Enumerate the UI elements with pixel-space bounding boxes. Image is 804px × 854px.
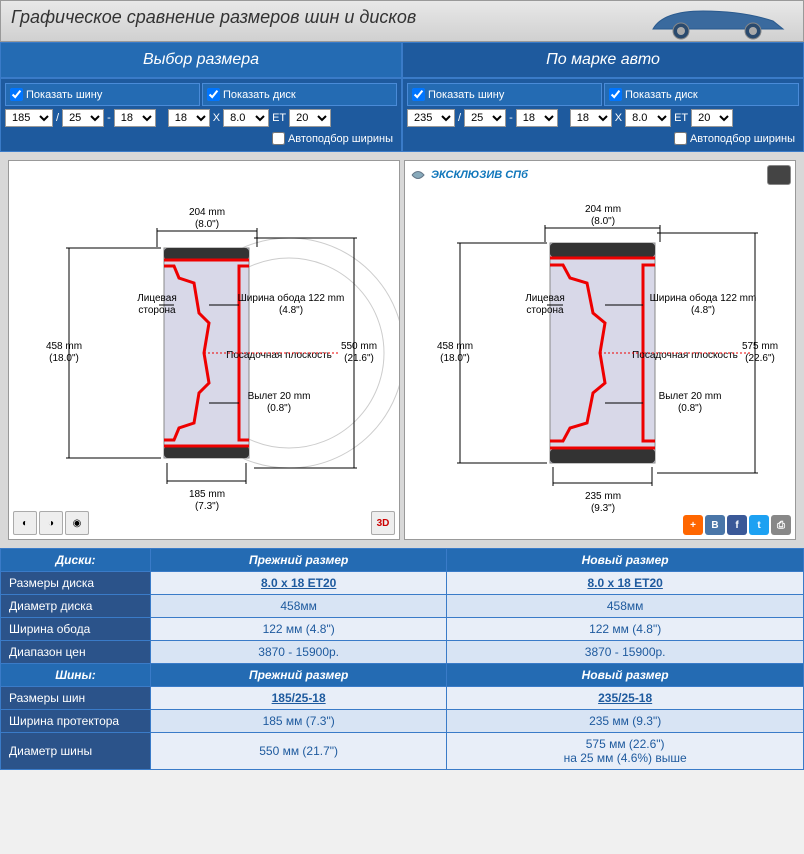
control-right: Показать шину Показать диск 235 / 25 - 1…	[402, 78, 804, 152]
tire-diagram-left: 204 mm (8.0") 458 mm (18.0") 550 mm (21.…	[9, 183, 399, 523]
sponsor-icon	[409, 166, 427, 184]
sel-disk1-left[interactable]: 18	[168, 109, 210, 127]
tabs: Выбор размера По марке авто	[0, 42, 804, 78]
fb-icon[interactable]: f	[727, 515, 747, 535]
sel-disk3-left[interactable]: 20	[289, 109, 331, 127]
svg-text:(18.0"): (18.0")	[440, 353, 470, 364]
tw-icon[interactable]: t	[749, 515, 769, 535]
svg-text:сторона: сторона	[138, 305, 176, 316]
svg-text:(4.8"): (4.8")	[691, 305, 715, 316]
svg-text:Посадочная плоскость: Посадочная плоскость	[632, 350, 738, 361]
tire-diagram-right: 204 mm (8.0") 458 mm (18.0") 575 mm (22.…	[405, 183, 795, 523]
view-icon-2[interactable]: ◑	[39, 511, 63, 535]
sel-disk3-right[interactable]: 20	[691, 109, 733, 127]
svg-text:(8.0"): (8.0")	[195, 219, 219, 230]
svg-text:185 mm: 185 mm	[189, 489, 225, 500]
tab-by-size[interactable]: Выбор размера	[0, 42, 402, 78]
auto-width-left[interactable]: Автоподбор ширины	[5, 130, 397, 147]
svg-text:(4.8"): (4.8")	[279, 305, 303, 316]
svg-text:(0.8"): (0.8")	[678, 403, 702, 414]
svg-text:(0.8"): (0.8")	[267, 403, 291, 414]
show-tire-right[interactable]: Показать шину	[412, 88, 597, 101]
show-disk-left[interactable]: Показать диск	[207, 88, 392, 101]
share-icon[interactable]: +	[683, 515, 703, 535]
svg-text:(22.6"): (22.6")	[745, 353, 775, 364]
sel-tire3-right[interactable]: 18	[516, 109, 558, 127]
print-icon[interactable]: ⎙	[771, 515, 791, 535]
sel-tire3-left[interactable]: 18	[114, 109, 156, 127]
svg-text:204 mm: 204 mm	[189, 207, 225, 218]
svg-text:Посадочная плоскость: Посадочная плоскость	[226, 350, 332, 361]
sponsor[interactable]: ЭКСКЛЮЗИВ СПб	[409, 166, 528, 184]
car-icon	[633, 3, 793, 41]
svg-text:458 mm: 458 mm	[46, 341, 82, 352]
control-left: Показать шину Показать диск 185 / 25 - 1…	[0, 78, 402, 152]
app-container: Графическое сравнение размеров шин и дис…	[0, 0, 804, 770]
controls: Показать шину Показать диск 185 / 25 - 1…	[0, 78, 804, 152]
diagram-left: 204 mm (8.0") 458 mm (18.0") 550 mm (21.…	[8, 160, 400, 540]
svg-text:550 mm: 550 mm	[341, 341, 377, 352]
sel-disk2-left[interactable]: 8.0	[223, 109, 269, 127]
svg-text:Ширина обода 122 mm: Ширина обода 122 mm	[238, 292, 345, 304]
show-disk-right[interactable]: Показать диск	[609, 88, 794, 101]
svg-text:Лицевая: Лицевая	[525, 293, 565, 304]
svg-text:458 mm: 458 mm	[437, 341, 473, 352]
sel-tire1-right[interactable]: 235	[407, 109, 455, 127]
sel-disk2-right[interactable]: 8.0	[625, 109, 671, 127]
svg-text:(8.0"): (8.0")	[591, 216, 615, 227]
icon-3d[interactable]: 3D	[371, 511, 395, 535]
auto-width-right[interactable]: Автоподбор ширины	[407, 130, 799, 147]
svg-text:сторона: сторона	[526, 305, 564, 316]
sel-disk1-right[interactable]: 18	[570, 109, 612, 127]
header-title: Графическое сравнение размеров шин и дис…	[11, 7, 416, 27]
diagrams: 204 mm (8.0") 458 mm (18.0") 550 mm (21.…	[0, 152, 804, 548]
svg-text:Ширина обода 122 mm: Ширина обода 122 mm	[650, 292, 757, 304]
svg-text:575 mm: 575 mm	[742, 341, 778, 352]
tool-icons-left: ◐ ◑ ◉	[13, 511, 89, 535]
comparison-table: Диски: Прежний размер Новый размер Разме…	[0, 548, 804, 770]
view-icon-3[interactable]: ◉	[65, 511, 89, 535]
svg-text:(9.3"): (9.3")	[591, 503, 615, 514]
tab-by-car[interactable]: По марке авто	[402, 42, 804, 78]
view-icon-1[interactable]: ◐	[13, 511, 37, 535]
header: Графическое сравнение размеров шин и дис…	[0, 0, 804, 42]
svg-text:Лицевая: Лицевая	[137, 293, 177, 304]
svg-text:204 mm: 204 mm	[585, 204, 621, 215]
sel-tire1-left[interactable]: 185	[5, 109, 53, 127]
sel-tire2-right[interactable]: 25	[464, 109, 506, 127]
svg-text:(18.0"): (18.0")	[49, 353, 79, 364]
social-icons: + B f t ⎙	[683, 515, 791, 535]
svg-text:235 mm: 235 mm	[585, 491, 621, 502]
diagram-right: ЭКСКЛЮЗИВ СПб 204 mm (8.0") 458 mm (18.0…	[404, 160, 796, 540]
svg-text:Вылет 20 mm: Вылет 20 mm	[248, 391, 311, 402]
svg-text:Вылет 20 mm: Вылет 20 mm	[659, 391, 722, 402]
sel-tire2-left[interactable]: 25	[62, 109, 104, 127]
svg-text:(21.6"): (21.6")	[344, 353, 374, 364]
camera-icon[interactable]	[767, 165, 791, 185]
show-tire-left[interactable]: Показать шину	[10, 88, 195, 101]
vk-icon[interactable]: B	[705, 515, 725, 535]
